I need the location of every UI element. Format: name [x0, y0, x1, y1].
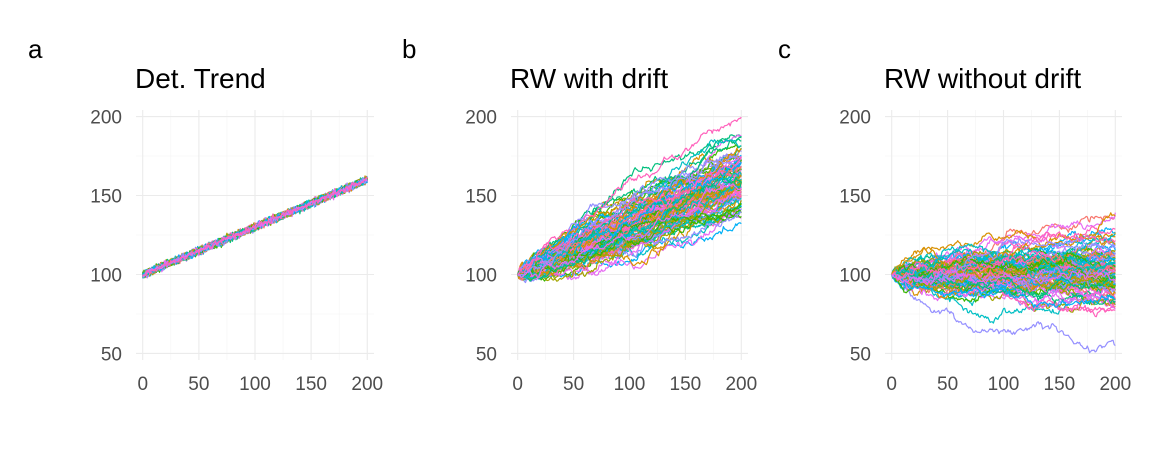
series-line	[891, 254, 1116, 278]
y-tick-label: 200	[465, 108, 497, 129]
x-tick-label: 150	[1044, 374, 1076, 395]
y-tick-label: 100	[90, 265, 122, 286]
y-tick-label: 50	[101, 344, 122, 365]
series-line	[891, 271, 1116, 310]
series-line	[891, 243, 1116, 280]
series-line	[891, 274, 1116, 309]
y-tick-label: 200	[90, 108, 122, 129]
x-tick-label: 100	[239, 374, 271, 395]
series-group-b	[517, 116, 742, 284]
series-line	[891, 256, 1116, 283]
series-line	[517, 200, 742, 276]
series-line	[517, 211, 742, 275]
y-tick-label: 150	[90, 187, 122, 208]
x-tick-label: 0	[512, 374, 523, 395]
series-group-a	[142, 175, 368, 279]
y-tick-label: 100	[839, 265, 871, 286]
series-line	[517, 183, 742, 279]
x-tick-label: 0	[886, 374, 897, 395]
grid-a	[136, 110, 374, 360]
y-tick-label: 150	[839, 187, 871, 208]
y-tick-label: 150	[465, 187, 497, 208]
panel-title-b: RW with drift	[510, 63, 668, 94]
panel-c: c RW without drift 0 50 100 150 200 50 100 150 2…	[778, 34, 1131, 395]
panel-title-c: RW without drift	[884, 63, 1081, 94]
x-tick-label: 100	[614, 374, 646, 395]
series-line	[517, 182, 742, 280]
series-line	[891, 272, 1116, 300]
x-tick-label: 0	[137, 374, 148, 395]
series-line	[517, 156, 742, 275]
x-tick-label: 150	[295, 374, 327, 395]
x-tick-label: 50	[563, 374, 584, 395]
y-tick-label: 100	[465, 265, 497, 286]
x-tick-label: 200	[1099, 374, 1131, 395]
x-tick-label: 200	[725, 374, 757, 395]
series-line	[517, 176, 742, 282]
x-tick-label: 50	[188, 374, 209, 395]
x-tick-label: 50	[937, 374, 958, 395]
series-line	[891, 269, 1116, 286]
y-tick-label: 200	[839, 108, 871, 129]
series-line	[517, 179, 742, 277]
series-line	[517, 184, 742, 279]
x-tick-label: 200	[351, 374, 383, 395]
series-line	[891, 232, 1116, 281]
panel-title-a: Det. Trend	[135, 63, 266, 94]
panel-b: b RW with drift 0 50 100 150 200 50 100 150 200	[402, 34, 757, 395]
y-tick-label: 50	[850, 344, 871, 365]
panel-letter-c: c	[778, 34, 791, 64]
x-tick-label: 100	[988, 374, 1020, 395]
series-line	[517, 162, 742, 275]
x-tick-label: 150	[670, 374, 702, 395]
series-line	[891, 272, 1116, 354]
series-line	[142, 177, 368, 277]
series-line	[517, 116, 742, 275]
panel-letter-a: a	[28, 34, 43, 64]
panel-letter-b: b	[402, 34, 416, 64]
y-tick-label: 50	[476, 344, 497, 365]
series-group-c	[891, 212, 1116, 354]
panel-a: a Det. Trend 0 50 100 150 200 50 100 150 200	[28, 34, 383, 395]
